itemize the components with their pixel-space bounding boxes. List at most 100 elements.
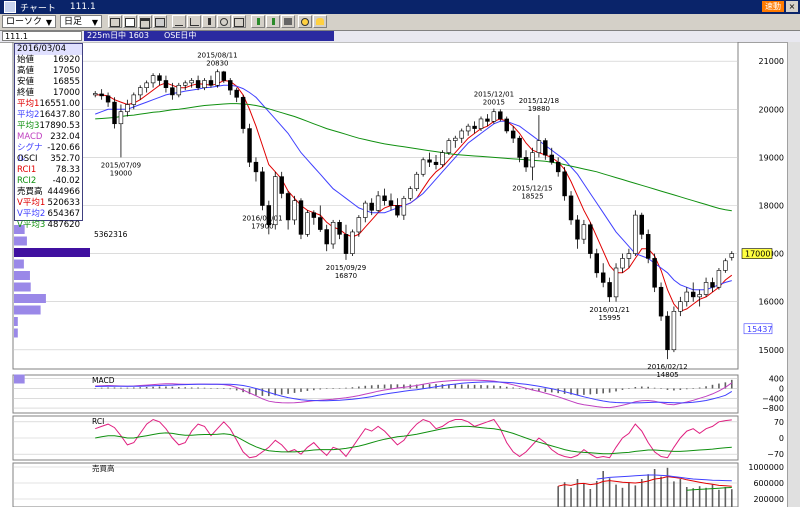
macd-osci-bar [589, 388, 592, 395]
macd-osci-bar [698, 387, 701, 389]
volume-bar [666, 467, 669, 507]
data-panel-row: MACD 232.04 [15, 132, 82, 143]
volume-ma-line [558, 476, 732, 487]
settings-button[interactable] [232, 15, 246, 28]
candle-body [658, 286, 664, 317]
macd-osci-bar [319, 388, 322, 390]
marker-button[interactable] [266, 15, 280, 28]
candle-body [690, 291, 696, 298]
macd-osci-bar [274, 388, 277, 396]
y-tick-label: −400 [762, 394, 784, 403]
data-panel-label: V平均3 [17, 220, 46, 230]
chart-pane-frame [12, 374, 739, 414]
candle-body [215, 71, 220, 86]
window-button[interactable] [138, 15, 152, 29]
volume-ma-line [686, 487, 732, 491]
candle-body [247, 128, 252, 163]
eraser-button[interactable] [281, 15, 295, 28]
candle-body [401, 197, 407, 216]
data-panel-value: 16855 [52, 77, 80, 87]
macd-osci-bar [377, 384, 379, 389]
candle-body [498, 111, 503, 120]
compare-button[interactable] [153, 15, 167, 28]
data-panel-label: 終値 [17, 88, 35, 98]
data-panel-row: RCI1 78.33 [15, 165, 82, 176]
close-button[interactable]: × [786, 1, 798, 12]
macd-osci-bar [518, 388, 521, 389]
macd-osci-bar [640, 386, 643, 389]
data-panel-label: 売買高 [17, 187, 43, 197]
candle-body [234, 89, 239, 98]
volume-bar [634, 485, 637, 507]
candle-body [549, 154, 554, 163]
table-icon [125, 18, 135, 27]
live-update-badge[interactable]: 速動 [762, 1, 784, 12]
candle-body [491, 111, 497, 122]
y-tick-label: 18000 [759, 202, 784, 211]
candle-body [581, 224, 587, 240]
macd-osci-bar [608, 388, 611, 393]
chart-area[interactable]: 210002000019000180001700016000150004000−… [0, 42, 788, 507]
ref-price-tag [743, 323, 773, 335]
last-price-tag [741, 248, 773, 259]
period-value: 日足 [64, 17, 83, 27]
macd-osci-bar [132, 387, 135, 389]
candle-body [723, 260, 728, 271]
macd-osci-bar [415, 384, 418, 389]
macd-osci-bar [197, 387, 199, 389]
zoom-button[interactable] [217, 15, 231, 28]
data-panel-label: シグナル [17, 143, 43, 164]
candle-body [716, 270, 722, 288]
cursor-button[interactable] [202, 15, 216, 28]
chart-type-select[interactable]: ローソク ▼ [2, 15, 56, 28]
volume-ma-line [596, 474, 732, 482]
macd-osci-bar [383, 384, 386, 389]
data-panel-label: 平均3 [17, 121, 40, 131]
y-tick-label: 0 [779, 384, 784, 393]
y-tick-label: 70 [774, 418, 784, 427]
chart-layout-button[interactable] [108, 15, 122, 28]
y-tick-label: 0 [779, 434, 784, 443]
volume-profile-bar [14, 282, 31, 292]
macd-osci-bar [190, 387, 193, 389]
candle-body [305, 212, 310, 235]
candle-body [678, 301, 683, 312]
candle-body [298, 200, 304, 235]
vertical-scrollbar[interactable] [787, 42, 800, 507]
macd-line [95, 381, 733, 404]
price-annotation-date: 2015/08/11 [197, 51, 237, 59]
volume-bar [557, 486, 559, 507]
macd-osci-bar [615, 388, 617, 392]
data-panel-row: 平均3 17890.53 [15, 121, 82, 132]
candle-body [183, 82, 188, 86]
price-annotation-value: 18525 [521, 192, 543, 200]
search-button[interactable] [298, 15, 312, 28]
candle-body [459, 130, 464, 139]
alert-button[interactable] [313, 15, 327, 28]
feed-strip: 225m日中 1603 OSE日中 [84, 31, 334, 41]
candle-body [543, 140, 548, 156]
pen-button[interactable] [251, 15, 265, 28]
candle-body [369, 202, 374, 211]
macd-osci-bar [724, 382, 727, 389]
volume-profile-bar [14, 259, 24, 269]
volume-bar [640, 479, 643, 507]
candle-body [626, 253, 632, 259]
gear-icon [234, 18, 244, 27]
candle-body [112, 101, 117, 125]
candle-body [273, 176, 278, 226]
trend-button[interactable] [187, 15, 201, 28]
indicator-button[interactable] [123, 15, 137, 28]
line-draw-button[interactable] [172, 15, 186, 28]
volume-bar [608, 478, 611, 507]
candle-body [671, 310, 677, 351]
data-panel-value: 17050 [52, 66, 80, 76]
macd-osci-bar [666, 388, 669, 390]
symbol-input[interactable]: 111.1 [2, 31, 82, 41]
ref-price-label: 15437 [747, 325, 772, 334]
rci-line [95, 425, 732, 455]
data-panel-row: 始値 16920 [15, 55, 82, 66]
macd-osci-bar [223, 388, 225, 389]
period-select[interactable]: 日足 ▼ [60, 15, 102, 28]
macd-osci-bar [499, 386, 502, 389]
